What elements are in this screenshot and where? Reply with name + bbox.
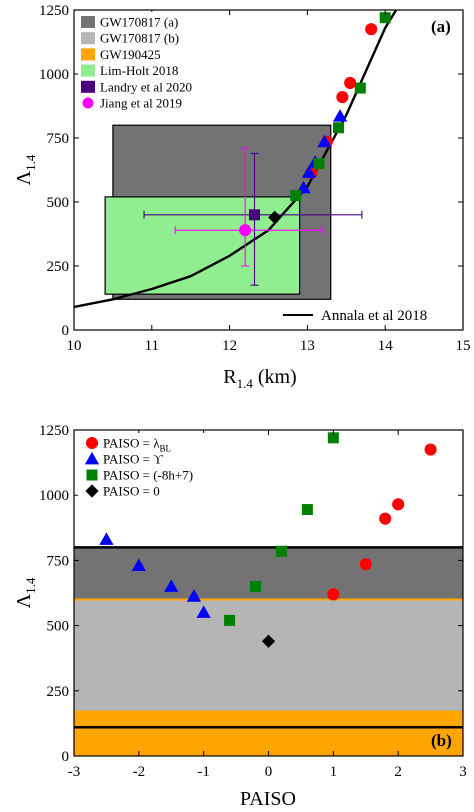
legend-swatch xyxy=(81,48,95,61)
legend-swatch xyxy=(81,64,95,77)
b-y-tick-label: 1250 xyxy=(39,423,69,439)
a-x-tick-label: 15 xyxy=(456,338,471,354)
point-a-square xyxy=(313,158,325,170)
legend-label: PAISO = (-8h+7) xyxy=(103,468,193,483)
point-a-square xyxy=(379,12,391,24)
legend-swatch xyxy=(81,32,95,45)
y-axis-label-b: Λ1.4 xyxy=(13,577,38,608)
point-b-square xyxy=(275,545,287,557)
point-a-square xyxy=(290,190,302,202)
legend-label: Lim-Holt 2018 xyxy=(100,63,178,78)
a-y-tick-label: 0 xyxy=(62,323,70,339)
x-axis-label-a: R1.4 (km) xyxy=(223,366,296,391)
point-b-circle xyxy=(392,498,405,511)
point-a-triangle xyxy=(317,134,332,148)
legend-label: PAISO = λBL xyxy=(103,436,171,454)
point-b-circle xyxy=(359,558,372,571)
plot-frame-a xyxy=(73,9,464,331)
point-b-square xyxy=(250,580,262,592)
point-b-triangle xyxy=(196,605,211,618)
point-a-square xyxy=(333,122,345,134)
point-b-square xyxy=(224,614,236,626)
point-b-diamond xyxy=(261,634,276,648)
point-b-circle xyxy=(379,512,392,525)
legend-label: GW190425 xyxy=(100,47,161,62)
point-b-triangle xyxy=(164,579,179,592)
a-y-tick-label: 250 xyxy=(47,259,70,275)
a-y-tick-label: 750 xyxy=(47,131,70,147)
legend-swatch xyxy=(81,80,95,93)
b-y-tick-label: 750 xyxy=(47,553,70,569)
a-x-tick-label: 10 xyxy=(67,338,82,354)
point-b-square xyxy=(301,504,313,516)
band-1 xyxy=(74,599,463,712)
errorbar-jiang-et-al-2019-point xyxy=(239,224,252,237)
band-0 xyxy=(74,711,463,756)
b-y-tick-label: 500 xyxy=(47,619,70,635)
point-b-triangle xyxy=(131,558,146,571)
point-b-triangle xyxy=(99,532,114,545)
panel-label-b: (b) xyxy=(431,731,452,750)
curve-annala xyxy=(74,10,398,309)
legend-a: GW170817 (a)GW170817 (b)GW190425Lim-Holt… xyxy=(78,12,214,116)
panel-b: -3 -2 -1 0 1 2 3 0 250 500 750 1000 1250 PAISO = λBL… xyxy=(13,423,467,810)
legend-marker xyxy=(85,436,99,450)
legend-swatch xyxy=(82,97,94,109)
point-a-circle xyxy=(336,90,349,104)
a-x-tick-label: 11 xyxy=(145,338,159,354)
a-y-tick-label: 500 xyxy=(47,195,70,211)
b-x-tick-label: 1 xyxy=(330,764,338,780)
panel-label-a: (a) xyxy=(431,17,451,36)
band-2 xyxy=(74,547,463,600)
legend-marker xyxy=(84,451,100,465)
legend-label: Landry et al 2020 xyxy=(100,79,192,94)
b-y-tick-label: 1000 xyxy=(39,488,69,504)
point-b-circle xyxy=(327,588,340,601)
point-a-triangle xyxy=(332,109,348,122)
legend-label: GW170817 (a) xyxy=(100,15,178,30)
b-x-tick-label: -3 xyxy=(68,764,81,780)
y-axis-label-a: Λ1.4 xyxy=(13,154,38,185)
legend-marker xyxy=(86,469,98,481)
b-x-tick-label: 2 xyxy=(394,764,402,780)
curve-legend-a: Annala et al 2018 xyxy=(283,308,427,324)
point-a-circle xyxy=(344,76,357,90)
point-a-circle xyxy=(365,23,378,36)
b-x-tick-label: -1 xyxy=(197,764,210,780)
curve-legend-label: Annala et al 2018 xyxy=(321,308,427,324)
a-x-tick-label: 14 xyxy=(378,338,394,354)
b-x-tick-label: 3 xyxy=(459,764,467,780)
legend-label: PAISO = 0 xyxy=(103,484,160,499)
point-a-square xyxy=(354,82,366,94)
legend-label: GW170817 (b) xyxy=(100,31,179,46)
point-a-triangle xyxy=(301,165,317,178)
a-y-tick-label: 1000 xyxy=(39,67,69,83)
b-y-tick-label: 0 xyxy=(62,749,70,765)
region-lim-holt-2018 xyxy=(104,196,301,295)
x-axis-label-b: PAISO xyxy=(240,788,296,810)
point-b-square xyxy=(327,432,339,444)
point-b-triangle xyxy=(186,589,202,602)
a-y-tick-label: 1250 xyxy=(39,3,69,19)
legend-label: PAISO = ϒ xyxy=(103,452,163,467)
b-y-tick-label: 250 xyxy=(47,684,70,700)
a-x-tick-label: 12 xyxy=(222,338,237,354)
a-x-tick-label: 13 xyxy=(300,338,315,354)
point-a-diamond xyxy=(268,210,282,224)
point-b-circle xyxy=(424,443,437,456)
legend-marker xyxy=(85,484,99,498)
panel-a: 10 11 12 13 14 15 0 250 500 750 1000 1250 GW170817 … xyxy=(13,3,471,391)
legend-label: Jiang et al 2019 xyxy=(100,96,182,111)
b-x-tick-label: -2 xyxy=(133,764,146,780)
b-x-tick-label: 0 xyxy=(265,764,273,780)
legend-swatch xyxy=(81,16,95,28)
errorbar-landry-et-al-2020-point xyxy=(248,209,260,221)
